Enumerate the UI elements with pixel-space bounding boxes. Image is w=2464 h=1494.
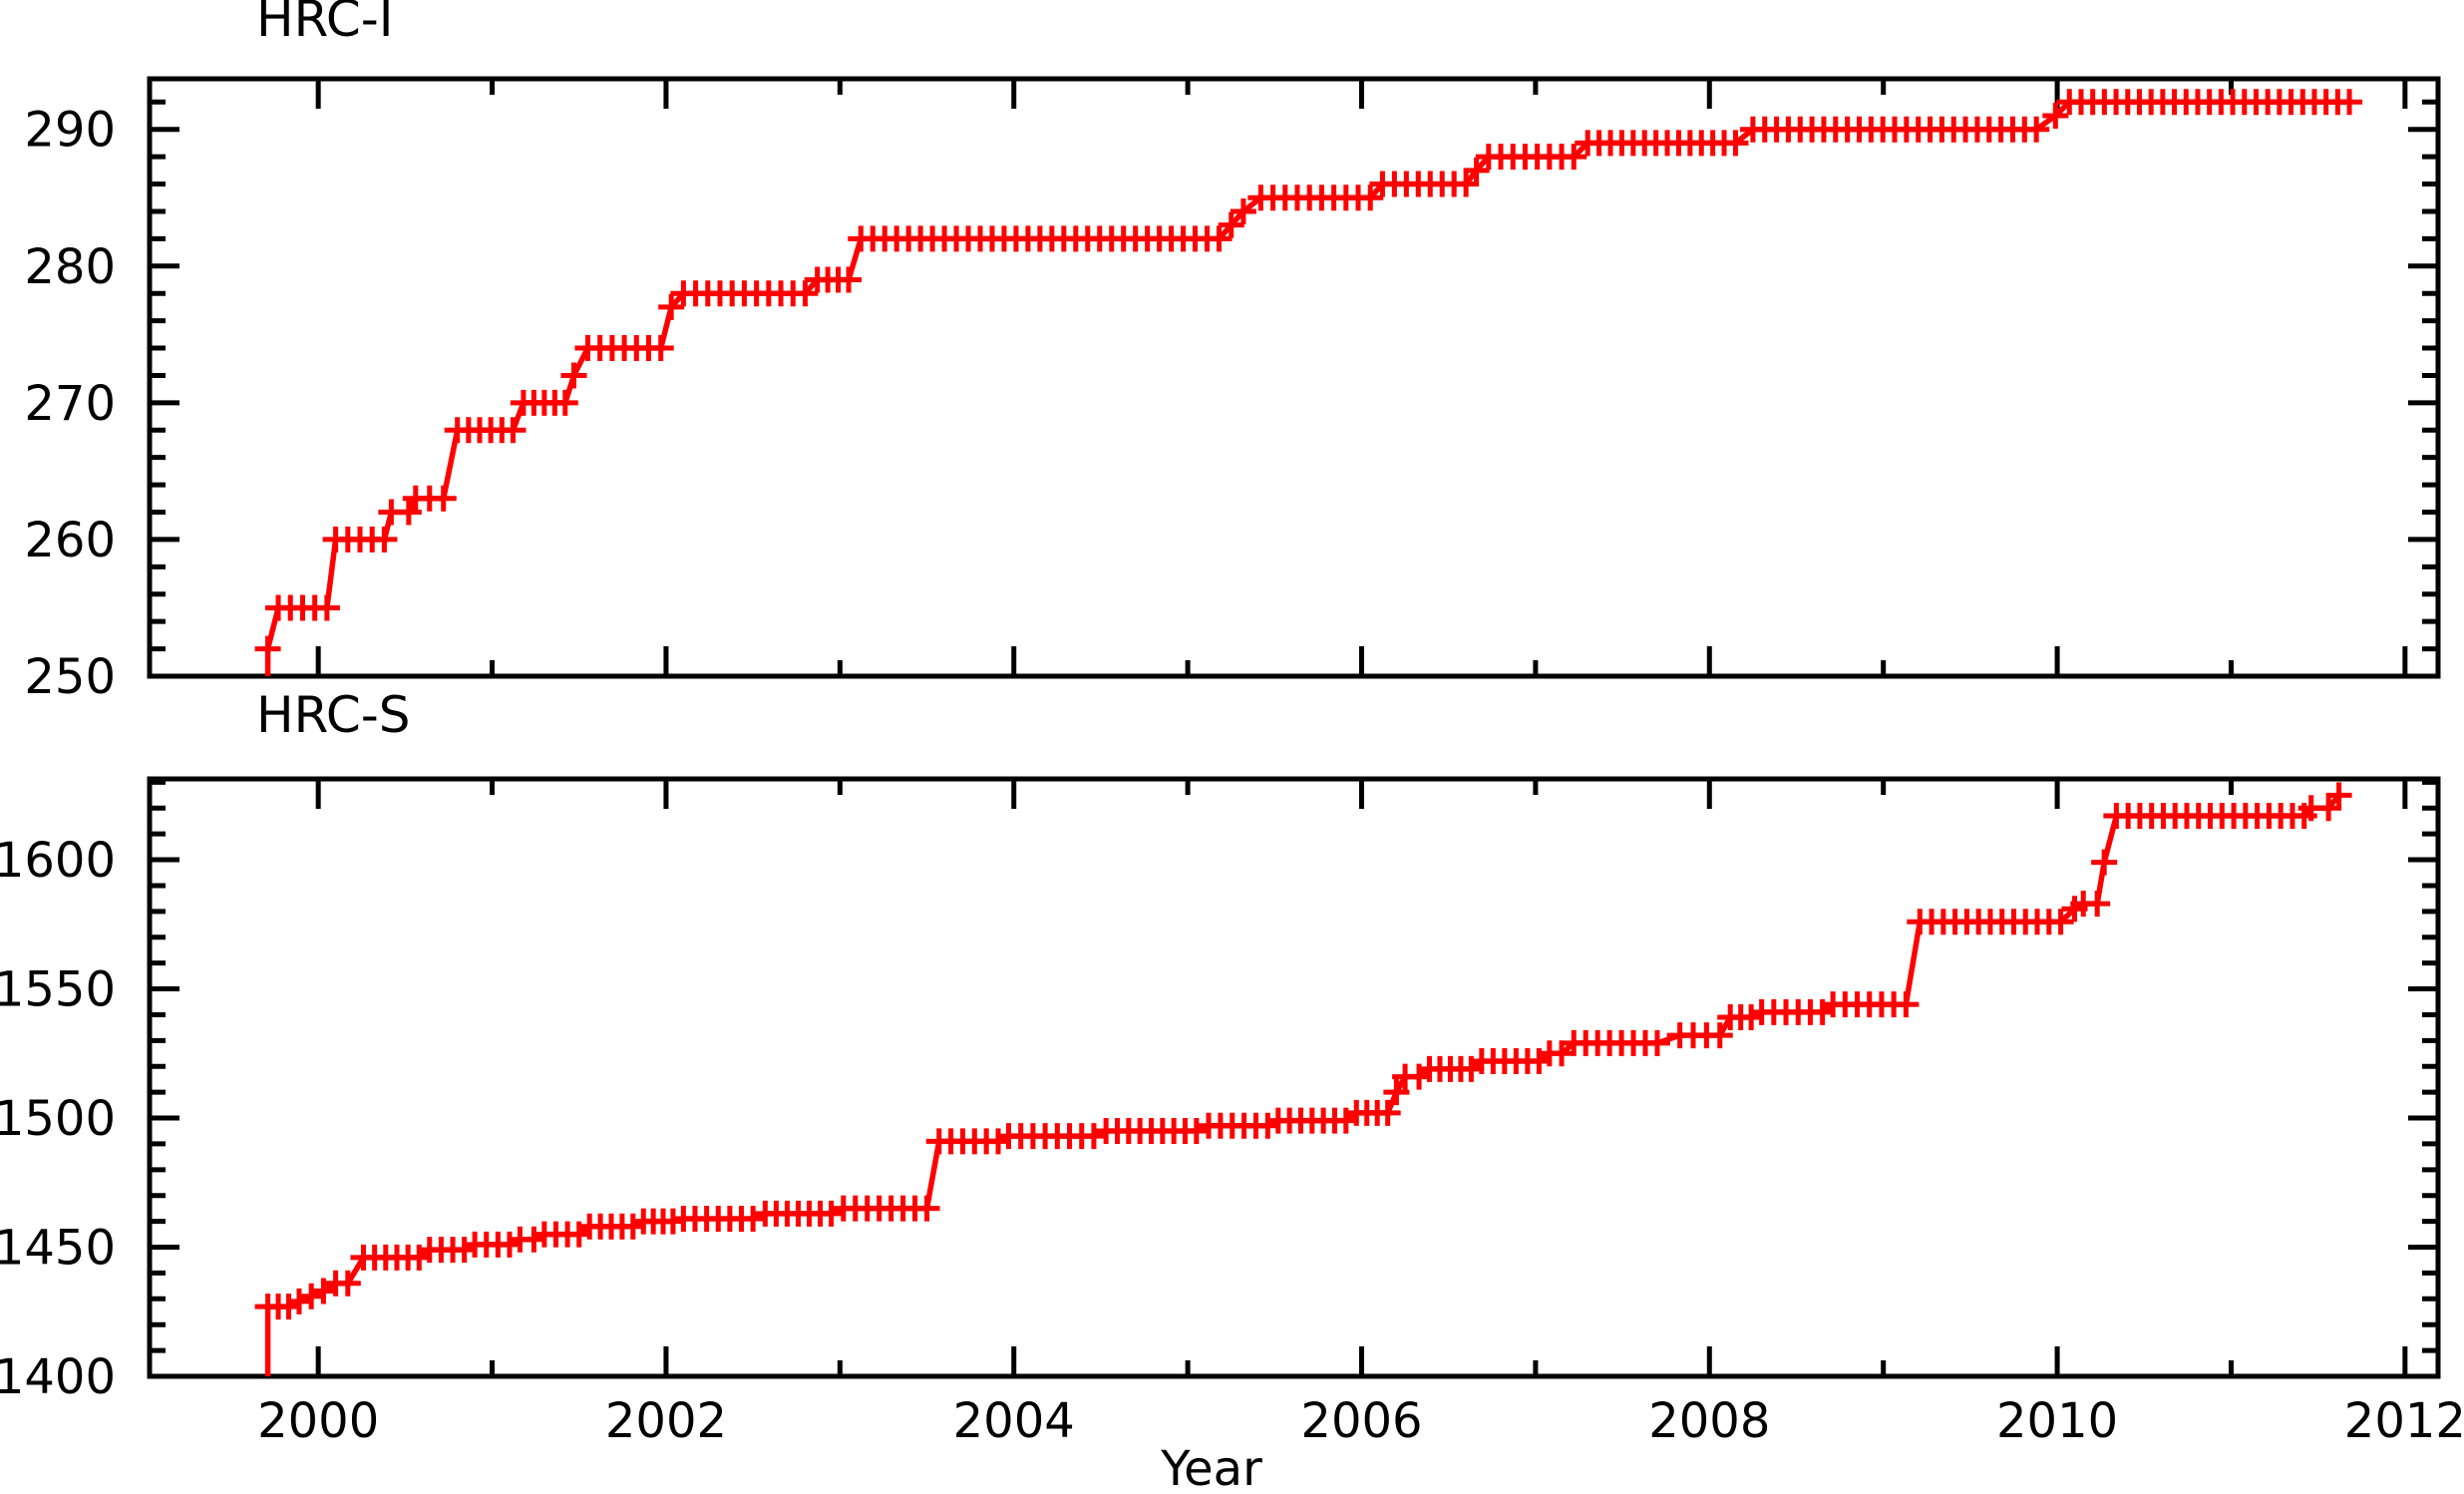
y-tick-label: 1550 xyxy=(0,962,116,1018)
y-tick-label: 1400 xyxy=(0,1349,116,1405)
axis-ticks xyxy=(150,779,2438,1379)
x-tick-label: 2000 xyxy=(257,1393,379,1449)
y-tick-label: 290 xyxy=(24,103,116,159)
plot-title-hrc-i: HRC-I xyxy=(256,0,394,48)
y-tick-label: 1450 xyxy=(0,1221,116,1277)
y-tick-label: 1500 xyxy=(0,1091,116,1147)
x-tick-label: 2006 xyxy=(1300,1393,1422,1449)
x-tick-label: 2008 xyxy=(1648,1393,1770,1449)
plus-markers-hrc-i xyxy=(254,89,2363,662)
y-tick-label: 270 xyxy=(24,376,116,432)
plot-frame xyxy=(147,776,2441,1379)
y-tick-label: 280 xyxy=(24,239,116,295)
y-tick-label: 1600 xyxy=(0,833,116,889)
axis-ticks xyxy=(150,79,2438,679)
plot-title-hrc-s: HRC-S xyxy=(256,686,411,744)
x-tick-label: 2012 xyxy=(2344,1393,2464,1449)
x-tick-label: 2002 xyxy=(605,1393,727,1449)
y-tick-label: 250 xyxy=(24,649,116,705)
y-tick-label: 260 xyxy=(24,513,116,568)
plus-markers-hrc-s xyxy=(254,782,2352,1320)
data-line-hrc-s xyxy=(264,793,2341,1376)
x-tick-label: 2004 xyxy=(953,1393,1075,1449)
x-axis-label: Year xyxy=(1161,1441,1262,1494)
plot-frame xyxy=(147,76,2441,679)
x-tick-label: 2010 xyxy=(1996,1393,2118,1449)
